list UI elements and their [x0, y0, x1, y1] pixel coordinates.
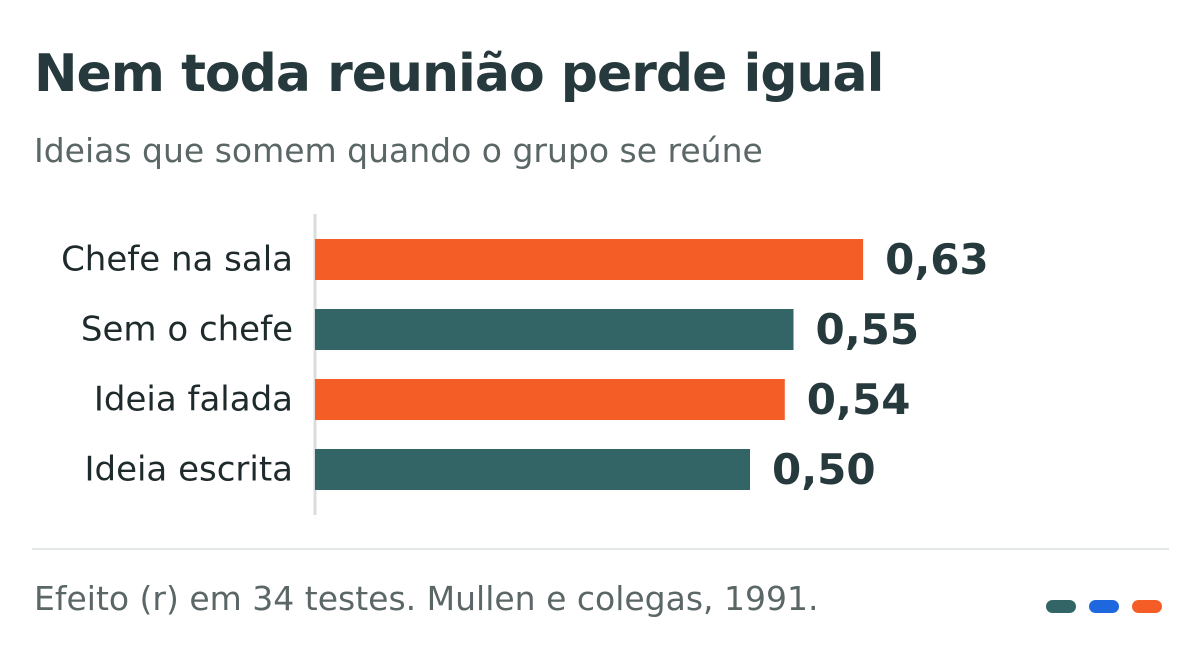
legend-swatches — [1046, 600, 1162, 613]
legend-swatch-orange — [1132, 600, 1162, 613]
value-label: 0,50 — [772, 445, 876, 494]
value-label: 0,63 — [885, 235, 989, 284]
bar — [315, 449, 750, 490]
category-label: Sem o chefe — [81, 310, 293, 350]
value-label: 0,55 — [816, 305, 920, 354]
chart-title: Nem toda reunião perde igual — [34, 44, 884, 104]
category-label: Chefe na sala — [61, 240, 293, 280]
value-label: 0,54 — [807, 375, 911, 424]
legend-swatch-teal — [1046, 600, 1076, 613]
chart-subtitle: Ideias que somem quando o grupo se reúne — [34, 131, 763, 170]
category-label: Ideia falada — [94, 380, 293, 420]
bar-chart: Chefe na sala 0,63 Sem o chefe 0,55 Ideia fa… — [61, 214, 989, 515]
footer-divider — [32, 548, 1169, 550]
bar — [315, 239, 864, 280]
bar — [315, 309, 794, 350]
source-note: Efeito (r) em 34 testes. Mullen e colega… — [34, 579, 819, 618]
category-label: Ideia escrita — [84, 450, 293, 490]
bar — [315, 379, 785, 420]
legend-swatch-blue — [1089, 600, 1119, 613]
